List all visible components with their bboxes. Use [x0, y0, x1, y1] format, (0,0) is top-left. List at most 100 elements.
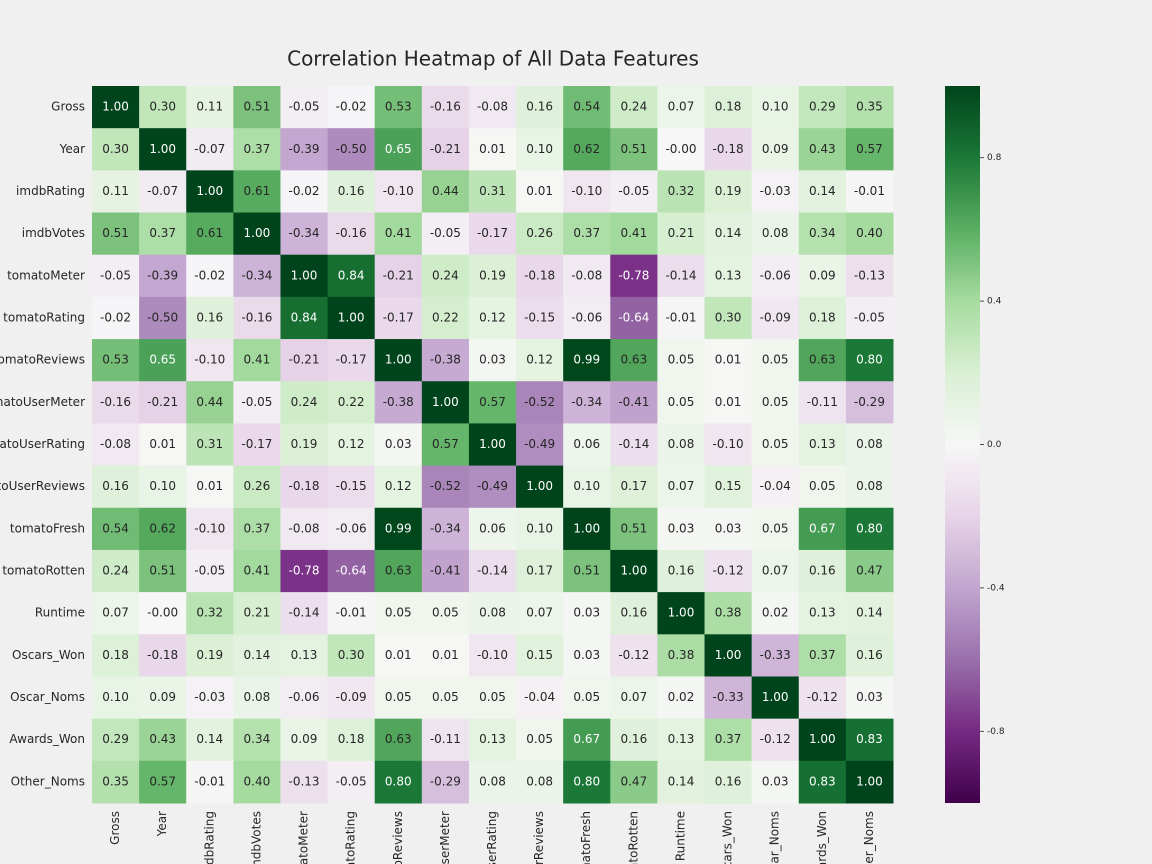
heatmap-cell	[845, 296, 894, 340]
heatmap-cell	[186, 676, 234, 720]
cell-label: 0.06	[573, 437, 600, 451]
heatmap-cell	[92, 170, 140, 214]
heatmap-cell	[704, 634, 753, 677]
cell-label: -0.04	[524, 690, 555, 704]
cell-label: 0.30	[149, 100, 176, 114]
heatmap-cell	[704, 507, 753, 551]
y-tick-label: imdbRating	[16, 184, 85, 198]
heatmap-cell	[233, 86, 281, 129]
heatmap-cell	[751, 760, 800, 804]
heatmap-cell	[280, 549, 329, 593]
heatmap-cell	[233, 634, 281, 677]
heatmap-cell	[751, 634, 800, 677]
cell-label: 0.30	[102, 142, 129, 156]
cell-label: 0.67	[809, 521, 836, 535]
cell-label: -0.09	[336, 690, 367, 704]
cell-label: -0.34	[241, 268, 272, 282]
heatmap-cell	[374, 634, 423, 677]
cell-label: -0.05	[430, 226, 461, 240]
heatmap-cell	[798, 86, 847, 129]
heatmap-cell	[751, 254, 800, 298]
heatmap-cell	[845, 254, 894, 298]
cell-label: 0.16	[856, 648, 883, 662]
heatmap-cell	[798, 212, 847, 256]
cell-label: 0.16	[715, 774, 742, 788]
cell-label: 1.00	[668, 606, 695, 620]
cell-label: 0.05	[479, 690, 506, 704]
heatmap-cell	[798, 423, 847, 467]
cell-label: 0.24	[291, 395, 318, 409]
heatmap-cell	[92, 634, 140, 677]
cell-label: -0.33	[713, 690, 744, 704]
cell-label: 0.19	[715, 184, 742, 198]
cell-label: 1.00	[620, 564, 647, 578]
cell-label: -0.33	[760, 648, 791, 662]
heatmap-cell	[139, 634, 187, 677]
cell-label: 0.51	[620, 521, 647, 535]
cell-label: -0.13	[854, 268, 885, 282]
heatmap-cell	[327, 634, 376, 677]
cell-label: 0.05	[762, 521, 789, 535]
heatmap-cell	[327, 549, 376, 593]
heatmap-cell	[845, 86, 894, 129]
cell-label: -0.17	[383, 310, 414, 324]
heatmap-cell	[233, 128, 281, 171]
heatmap-cell	[92, 465, 140, 509]
cell-label: 0.31	[196, 437, 223, 451]
heatmap-cell	[468, 760, 517, 804]
heatmap-cell	[374, 254, 423, 298]
cell-label: 0.30	[715, 310, 742, 324]
cell-label: 0.41	[244, 353, 271, 367]
cell-label: -0.00	[147, 606, 178, 620]
cell-label: 0.05	[809, 479, 836, 493]
heatmap-cell	[563, 296, 611, 340]
heatmap-cell	[280, 170, 329, 214]
heatmap-cell	[751, 339, 800, 382]
heatmap-cell	[563, 592, 611, 635]
heatmap-cell	[139, 170, 187, 214]
heatmap-cell	[139, 86, 187, 129]
cell-label: -0.01	[194, 774, 225, 788]
cell-label: 1.00	[149, 142, 176, 156]
heatmap-cell	[563, 718, 611, 762]
cell-label: 0.65	[385, 142, 412, 156]
heatmap-cell	[751, 507, 800, 551]
heatmap-cell	[139, 212, 187, 256]
cell-label: 0.05	[668, 395, 695, 409]
cell-label: -0.12	[807, 690, 838, 704]
heatmap-cell	[751, 465, 800, 509]
cell-label: 0.83	[856, 732, 883, 746]
cell-label: -0.05	[618, 184, 649, 198]
cell-label: -0.21	[383, 268, 414, 282]
heatmap-cell	[657, 381, 706, 424]
heatmap-cell	[327, 381, 376, 424]
cell-label: 0.16	[620, 732, 647, 746]
heatmap-cell	[845, 592, 894, 635]
heatmap-cell	[704, 381, 753, 424]
cell-label: -0.21	[288, 353, 319, 367]
heatmap-cell	[610, 212, 658, 256]
heatmap-cell	[610, 128, 658, 171]
heatmap-cell	[327, 170, 376, 214]
cell-label: -0.17	[241, 437, 272, 451]
cell-label: -0.12	[760, 732, 791, 746]
cell-label: -0.15	[336, 479, 367, 493]
cell-label: 0.18	[715, 100, 742, 114]
y-tick-label: Oscar_Noms	[10, 690, 85, 704]
cell-label: 0.29	[809, 100, 836, 114]
heatmap-cell	[374, 86, 423, 129]
heatmap-cell	[374, 423, 423, 467]
heatmap-cell	[374, 676, 423, 720]
cell-label: 0.37	[244, 142, 271, 156]
heatmap-cell	[610, 507, 658, 551]
cell-label: 0.80	[573, 774, 600, 788]
cell-label: -0.17	[336, 353, 367, 367]
heatmap-cell	[657, 676, 706, 720]
heatmap-cell	[374, 465, 423, 509]
heatmap-cell	[845, 549, 894, 593]
heatmap-cell	[327, 465, 376, 509]
cell-label: -0.06	[336, 521, 367, 535]
heatmap-cell	[280, 507, 329, 551]
cell-label: -0.29	[854, 395, 885, 409]
